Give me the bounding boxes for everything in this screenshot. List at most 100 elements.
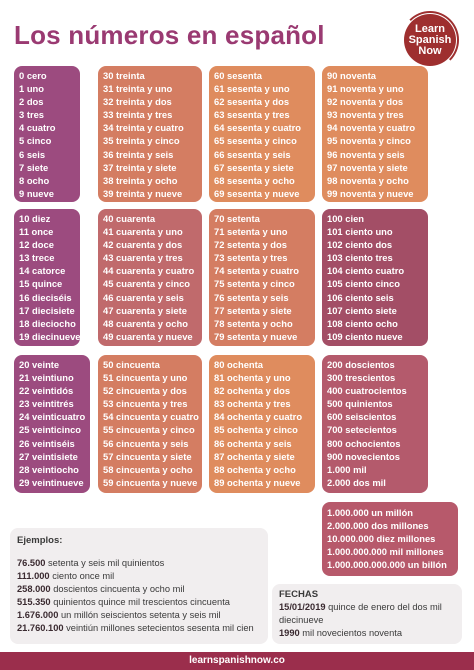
number-item: 22 veintidós bbox=[19, 385, 74, 397]
example-row: 1.676.000 un millón seiscientos setenta … bbox=[17, 609, 262, 622]
numbers-70-79: 70 setenta 71 setenta y uno 72 setenta y… bbox=[209, 209, 315, 346]
number-item: 11 once bbox=[19, 226, 54, 238]
learn-spanish-now-logo: Learn Spanish Now bbox=[401, 11, 459, 69]
numbers-80-89: 80 ochenta 81 ochenta y uno 82 ochenta y… bbox=[209, 355, 315, 493]
number-item: 108 ciento ocho bbox=[327, 317, 398, 329]
date-number: 1990 bbox=[279, 628, 300, 638]
example-text: ciento once mil bbox=[52, 571, 115, 581]
number-item: 14 catorce bbox=[19, 265, 66, 277]
number-item: 65 sesenta y cinco bbox=[214, 135, 297, 147]
number-item: 25 veinticinco bbox=[19, 424, 82, 436]
date-text: quince de enero del dos mil diecinueve bbox=[279, 602, 442, 625]
number-item: 70 setenta bbox=[214, 213, 260, 224]
example-number: 76.500 bbox=[17, 558, 46, 568]
number-item: 52 cincuenta y dos bbox=[103, 385, 187, 397]
number-item: 1.000 mil bbox=[327, 463, 367, 475]
numbers-0-9: 0 cero 1 uno 2 dos 3 tres 4 cuatro 5 cin… bbox=[14, 66, 80, 202]
number-item: 2 dos bbox=[19, 96, 44, 108]
number-item: 47 cuarenta y siete bbox=[103, 304, 187, 316]
number-item: 85 ochenta y cinco bbox=[214, 424, 298, 436]
date-number: 15/01/2019 bbox=[279, 602, 326, 612]
number-item: 23 veintitrés bbox=[19, 398, 74, 410]
example-text: veintiún millones setecientos sesenta mi… bbox=[66, 623, 254, 633]
number-item: 0 cero bbox=[19, 70, 47, 81]
number-item: 19 diecinueve bbox=[19, 330, 80, 342]
number-item: 54 cincuenta y cuatro bbox=[103, 411, 199, 423]
ejemplos-header: Ejemplos: bbox=[17, 535, 63, 546]
number-item: 83 ochenta y tres bbox=[214, 398, 291, 410]
numbers-200-2000: 200 doscientos 300 trescientos 400 cuatr… bbox=[322, 355, 428, 493]
number-item: 8 ocho bbox=[19, 174, 50, 186]
number-item: 24 veinticuatro bbox=[19, 411, 86, 423]
number-item: 20 veinte bbox=[19, 359, 60, 370]
number-item: 1.000.000.000 mil millones bbox=[327, 546, 444, 558]
date-row: 1990 mil novecientos noventa bbox=[279, 627, 456, 640]
number-item: 42 cuarenta y dos bbox=[103, 239, 183, 251]
number-item: 77 setenta y siete bbox=[214, 304, 292, 316]
number-item: 37 treinta y siete bbox=[103, 161, 177, 173]
number-item: 38 treinta y ocho bbox=[103, 174, 178, 186]
number-item: 105 ciento cinco bbox=[327, 278, 400, 290]
number-item: 2.000.000 dos millones bbox=[327, 520, 429, 532]
numbers-10-19: 10 diez 11 once 12 doce 13 trece 14 cato… bbox=[14, 209, 80, 346]
number-item: 49 cuarenta y nueve bbox=[103, 330, 193, 342]
number-item: 43 cuarenta y tres bbox=[103, 252, 183, 264]
numbers-50-59: 50 cincuenta 51 cincuenta y uno 52 cincu… bbox=[98, 355, 202, 493]
number-item: 35 treinta y cinco bbox=[103, 135, 180, 147]
number-item: 17 diecisiete bbox=[19, 304, 75, 316]
example-number: 1.676.000 bbox=[17, 610, 59, 620]
numbers-60-69: 60 sesenta 61 sesenta y uno 62 sesenta y… bbox=[209, 66, 315, 202]
number-item: 78 setenta y ocho bbox=[214, 317, 293, 329]
numbers-30-39: 30 treinta 31 treinta y uno 32 treinta y… bbox=[98, 66, 202, 202]
number-item: 80 ochenta bbox=[214, 359, 263, 370]
number-item: 55 cincuenta y cinco bbox=[103, 424, 195, 436]
number-item: 100 cien bbox=[327, 213, 365, 224]
numbers-90-99: 90 noventa 91 noventa y uno 92 noventa y… bbox=[322, 66, 428, 202]
number-item: 86 ochenta y seis bbox=[214, 437, 292, 449]
number-item: 94 noventa y cuatro bbox=[327, 122, 416, 134]
number-item: 12 doce bbox=[19, 239, 54, 251]
number-item: 87 ochenta y siete bbox=[214, 450, 295, 462]
number-item: 5 cinco bbox=[19, 135, 52, 147]
example-number: 21.760.100 bbox=[17, 623, 64, 633]
number-item: 75 setenta y cinco bbox=[214, 278, 295, 290]
number-item: 18 dieciocho bbox=[19, 317, 76, 329]
number-item: 57 cincuenta y siete bbox=[103, 450, 192, 462]
number-item: 81 ochenta y uno bbox=[214, 372, 291, 384]
number-item: 28 veintiocho bbox=[19, 463, 79, 475]
number-item: 92 noventa y dos bbox=[327, 96, 404, 108]
numbers-20-29: 20 veinte 21 veintiuno 22 veintidós 23 v… bbox=[14, 355, 90, 493]
number-item: 53 cincuenta y tres bbox=[103, 398, 188, 410]
numbers-millions: 1.000.000 un millón 2.000.000 dos millon… bbox=[322, 502, 458, 576]
number-item: 26 veintiséis bbox=[19, 437, 75, 449]
number-item: 31 treinta y uno bbox=[103, 83, 173, 95]
number-item: 95 noventa y cinco bbox=[327, 135, 411, 147]
number-item: 96 noventa y seis bbox=[327, 148, 405, 160]
number-item: 72 setenta y dos bbox=[214, 239, 287, 251]
number-item: 60 sesenta bbox=[214, 70, 262, 81]
number-item: 56 cincuenta y seis bbox=[103, 437, 189, 449]
number-item: 300 trescientos bbox=[327, 372, 396, 384]
example-row: 258.000 doscientos cincuenta y ocho mil bbox=[17, 583, 262, 596]
numbers-100-109: 100 cien 101 ciento uno 102 ciento dos 1… bbox=[322, 209, 428, 346]
number-item: 45 cuarenta y cinco bbox=[103, 278, 191, 290]
number-item: 106 ciento seis bbox=[327, 291, 394, 303]
number-item: 59 cincuenta y nueve bbox=[103, 476, 198, 488]
number-item: 69 sesenta y nueve bbox=[214, 187, 300, 199]
number-item: 73 setenta y tres bbox=[214, 252, 288, 264]
number-item: 109 ciento nueve bbox=[327, 330, 403, 342]
number-item: 27 veintisiete bbox=[19, 450, 78, 462]
number-item: 64 sesenta y cuatro bbox=[214, 122, 302, 134]
page-title: Los números en español bbox=[14, 20, 325, 50]
number-item: 58 cincuenta y ocho bbox=[103, 463, 193, 475]
number-item: 800 ochocientos bbox=[327, 437, 401, 449]
date-text: mil novecientos noventa bbox=[302, 628, 403, 638]
number-item: 104 ciento cuatro bbox=[327, 265, 405, 277]
number-item: 89 ochenta y nueve bbox=[214, 476, 301, 488]
example-row: 515.350 quinientos quince mil tresciento… bbox=[17, 596, 262, 609]
example-text: quinientos quince mil trescientos cincue… bbox=[53, 597, 230, 607]
number-item: 13 trece bbox=[19, 252, 55, 264]
number-item: 15 quince bbox=[19, 278, 63, 290]
footer-website: learnspanishnow.co bbox=[0, 652, 474, 670]
number-item: 62 sesenta y dos bbox=[214, 96, 290, 108]
